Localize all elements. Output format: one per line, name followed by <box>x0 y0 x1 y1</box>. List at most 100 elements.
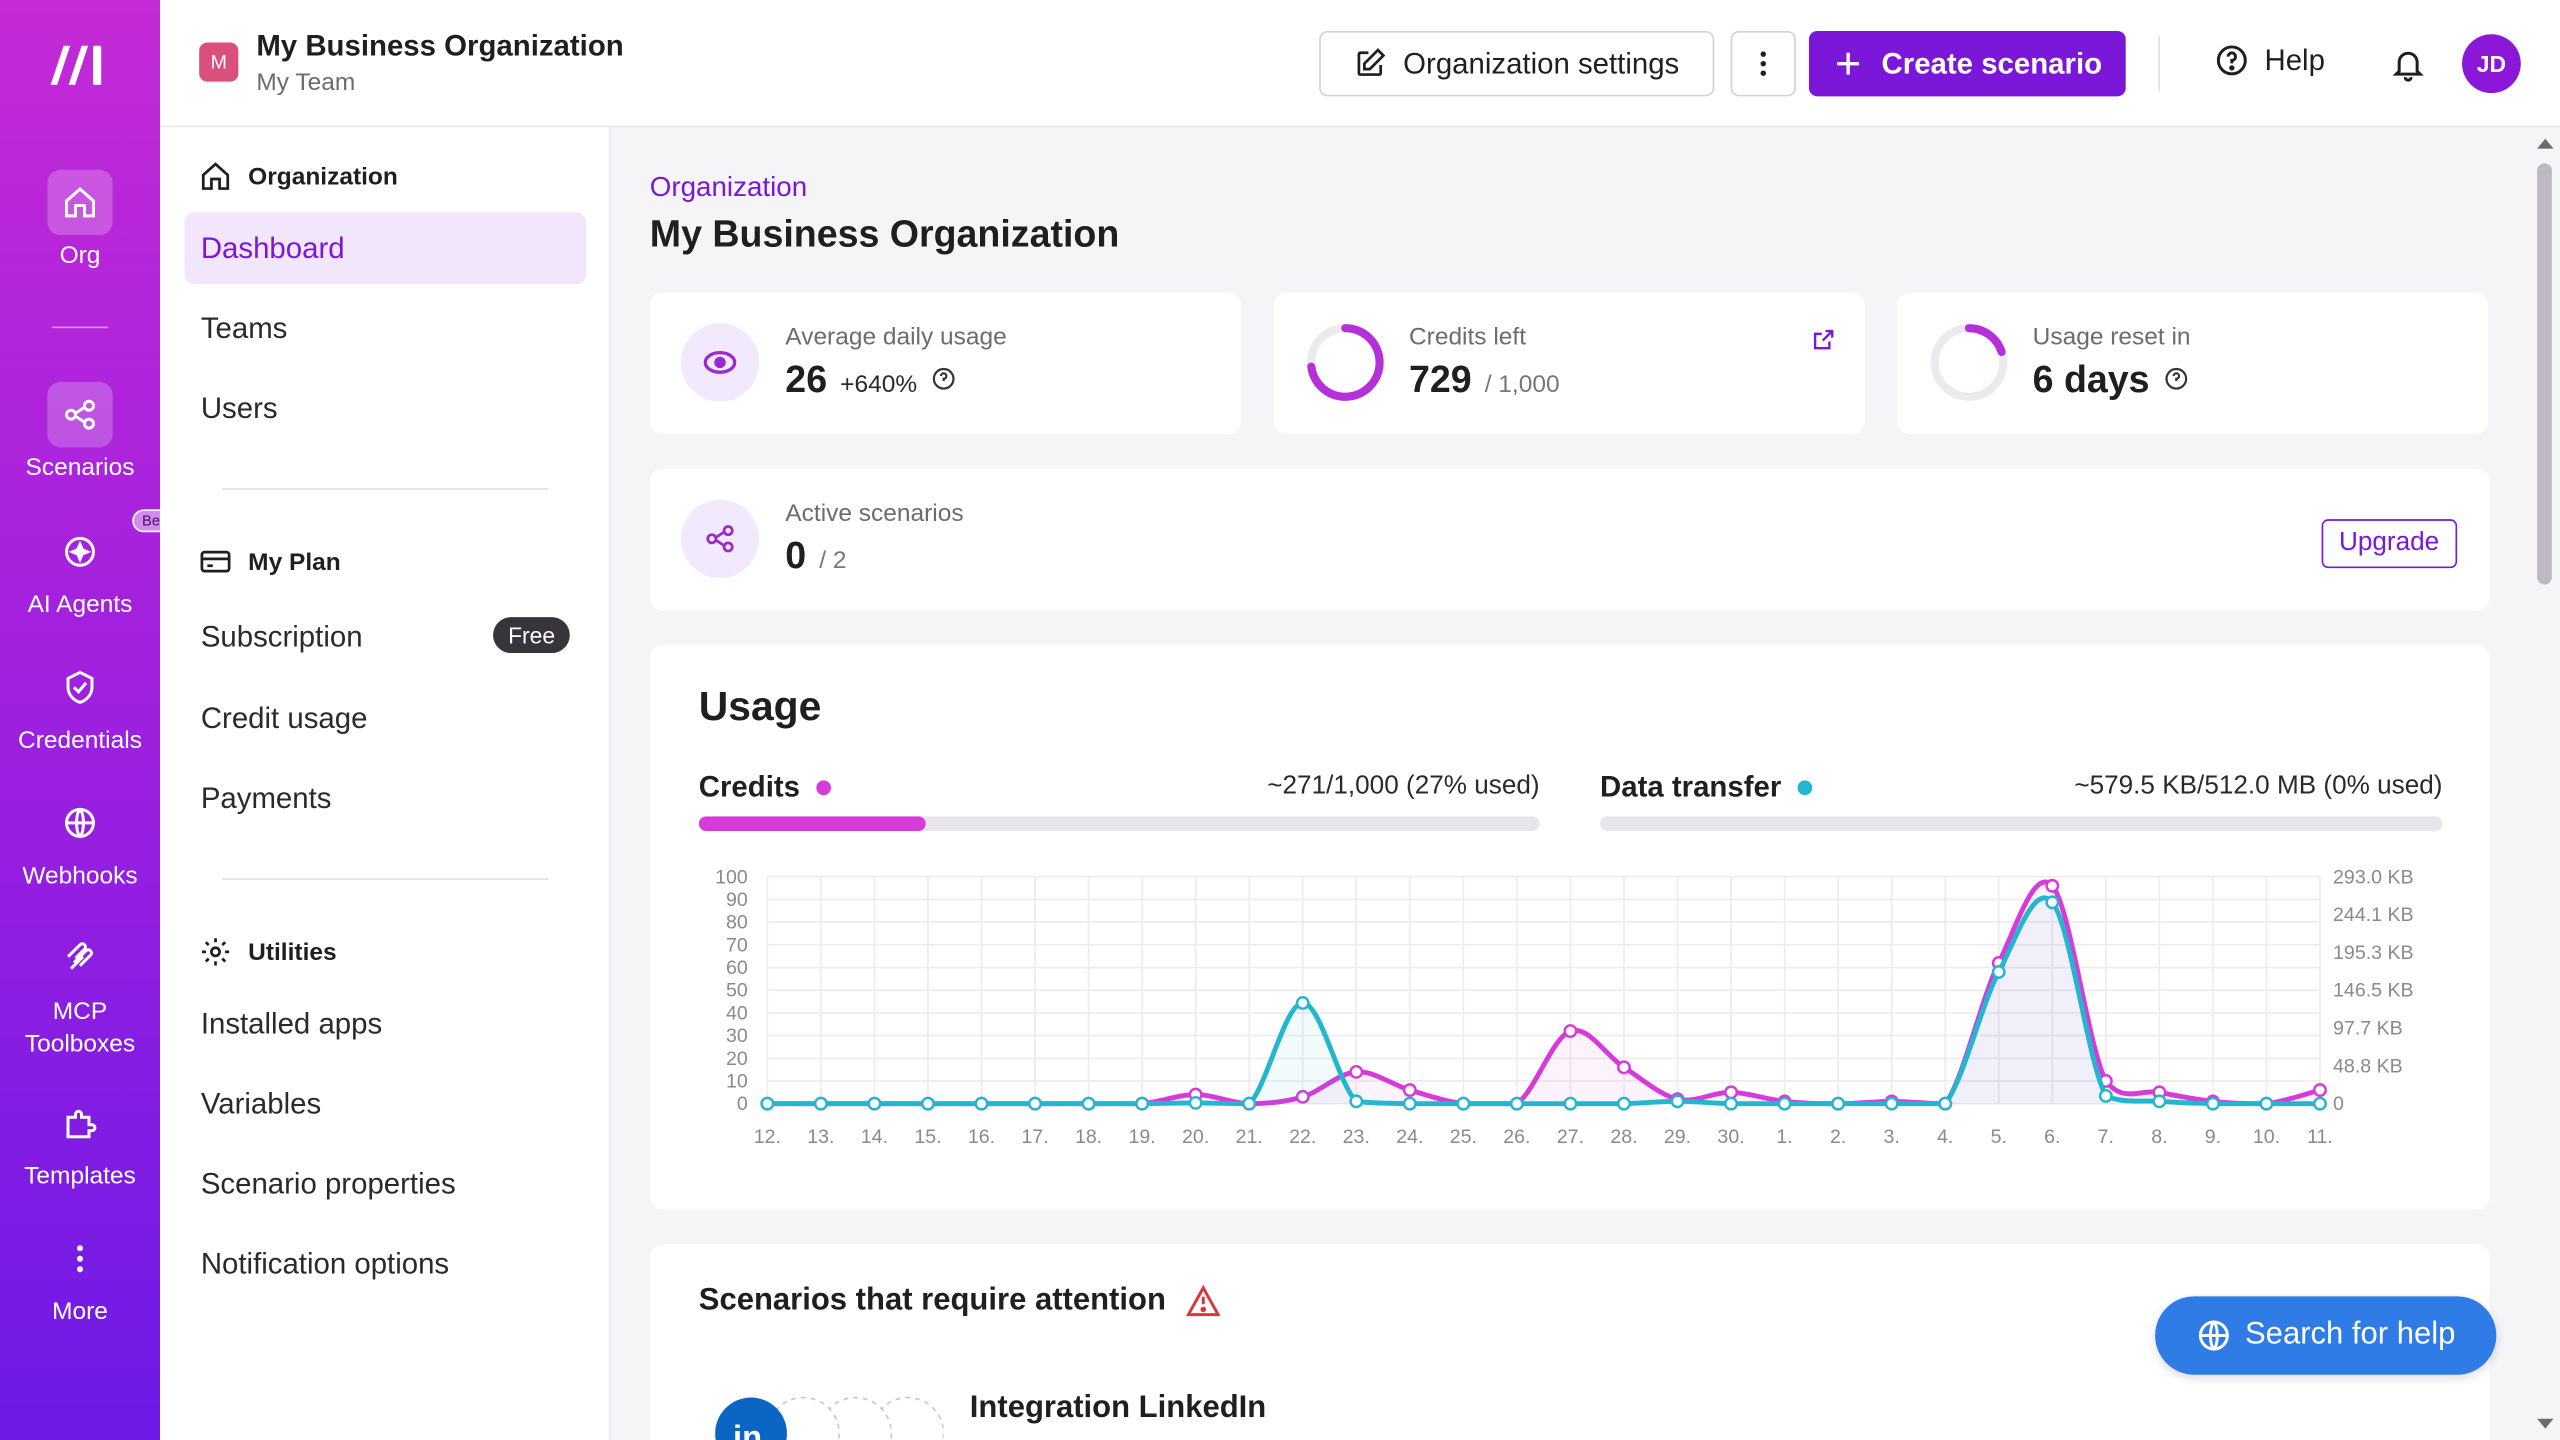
help-button[interactable]: Help <box>2214 42 2325 78</box>
kebab-icon <box>1760 51 1766 76</box>
globe-icon <box>47 790 112 855</box>
rail-item-credentials[interactable]: Credentials <box>0 655 160 754</box>
rail-label: Org <box>59 241 101 270</box>
rail-label: Templates <box>24 1162 136 1191</box>
usage-reset-card: Usage reset in 6 days <box>1897 292 2489 435</box>
attention-title-label: Scenarios that require attention <box>698 1283 1166 1318</box>
user-avatar[interactable]: JD <box>2462 34 2521 94</box>
globe-icon <box>2199 1320 2229 1352</box>
subnav-item-payments[interactable]: Payments <box>200 781 332 814</box>
data-point <box>1349 1094 1364 1109</box>
stat-value: 0 / 2 <box>785 534 846 578</box>
rail-item-ai-agents[interactable]: Beta AI Agents <box>0 509 183 619</box>
subnav-item-dashboard[interactable]: Dashboard <box>184 212 587 285</box>
data-point <box>2045 878 2060 893</box>
subnav-item-variables[interactable]: Variables <box>200 1086 322 1120</box>
rail-item-org[interactable]: Org <box>0 169 160 270</box>
x-tick-label: 18. <box>1075 1126 1102 1148</box>
series-area <box>767 881 2320 1104</box>
bell-icon[interactable] <box>2390 44 2426 83</box>
team-name[interactable]: My Team <box>256 68 356 97</box>
data-point <box>1028 1096 1042 1111</box>
breadcrumb[interactable]: Organization <box>649 171 808 203</box>
scrollbar[interactable] <box>2530 127 2560 1440</box>
subnav-item-teams[interactable]: Teams <box>200 311 288 344</box>
more-options-button[interactable] <box>1730 31 1796 97</box>
y-right-tick-label: 293.0 KB <box>2333 866 2414 888</box>
scenario-name[interactable]: Integration LinkedIn <box>969 1391 1267 1426</box>
x-tick-label: 15. <box>914 1126 941 1148</box>
subnav-item-installed-apps[interactable]: Installed apps <box>200 1006 383 1040</box>
plan-badge: Free <box>493 617 570 654</box>
data-point <box>2205 1096 2220 1111</box>
x-tick-label: 3. <box>1884 1126 1900 1148</box>
credits-legend[interactable]: Credits <box>699 771 832 805</box>
create-scenario-button[interactable]: Create scenario <box>1808 31 2126 97</box>
help-circle-icon[interactable] <box>2163 366 2189 392</box>
external-link-icon[interactable] <box>1812 328 1835 351</box>
credits-dot <box>816 780 832 796</box>
rail-item-templates[interactable]: Templates <box>0 1091 160 1191</box>
data-point <box>1295 1089 1310 1104</box>
y-left-tick-label: 40 <box>726 1002 748 1024</box>
x-tick-label: 8. <box>2151 1126 2167 1148</box>
data-point <box>1188 1095 1203 1110</box>
main-rail: Org Scenarios Beta AI Agents Credentials <box>0 0 183 1440</box>
rail-item-mcp-toolboxes[interactable]: MCP Toolboxes <box>0 924 160 1061</box>
x-tick-label: 24. <box>1396 1126 1423 1148</box>
rail-item-more[interactable]: More <box>0 1226 160 1326</box>
org-name[interactable]: My Business Organization <box>256 29 624 63</box>
x-tick-label: 11. <box>2307 1126 2333 1148</box>
y-right-tick-label: 146.5 KB <box>2333 980 2414 1002</box>
stat-value: 26 +640% <box>785 358 956 402</box>
y-right-tick-label: 244.1 KB <box>2333 904 2414 926</box>
data-point <box>1242 1096 1257 1111</box>
data-point <box>2259 1096 2274 1111</box>
gear-icon <box>201 938 230 966</box>
data-point <box>1617 1060 1631 1075</box>
data-point <box>2045 895 2060 910</box>
data-transfer-legend-label: Data transfer <box>1599 770 1782 804</box>
scroll-thumb[interactable] <box>2537 163 2552 585</box>
make-logo-icon[interactable] <box>47 42 112 88</box>
kebab-icon <box>47 1226 112 1291</box>
data-transfer-legend[interactable]: Data transfer <box>1599 770 1813 805</box>
x-tick-label: 9. <box>2205 1126 2221 1148</box>
svg-text:in: in <box>733 1418 762 1440</box>
x-tick-label: 22. <box>1289 1126 1316 1148</box>
subnav-item-subscription[interactable]: Subscription Free <box>184 601 586 673</box>
x-tick-label: 17. <box>1021 1126 1048 1148</box>
subnav-item-notification-options[interactable]: Notification options <box>200 1246 450 1280</box>
x-tick-label: 16. <box>968 1126 995 1148</box>
x-tick-label: 30. <box>1717 1126 1744 1148</box>
subnav-item-credit-usage[interactable]: Credit usage <box>200 701 368 734</box>
sub-navigation: Organization Dashboard Teams Users My Pl… <box>159 127 611 1440</box>
rail-item-scenarios[interactable]: Scenarios <box>0 382 160 482</box>
help-circle-icon[interactable] <box>930 366 956 392</box>
scroll-up-icon[interactable] <box>2537 137 2554 150</box>
rail-label: Scenarios <box>25 453 135 482</box>
usage-title: Usage <box>698 684 822 730</box>
search-for-help-button[interactable]: Search for help <box>2155 1296 2497 1375</box>
section-heading-label: My Plan <box>248 547 341 576</box>
stat-label: Average daily usage <box>785 323 1007 352</box>
attention-card: Scenarios that require attention in Inte… <box>649 1244 2490 1440</box>
data-point <box>1724 1085 1738 1100</box>
org-avatar[interactable]: M <box>199 42 239 82</box>
upgrade-button[interactable]: Upgrade <box>2321 519 2458 569</box>
data-point <box>1831 1096 1846 1111</box>
x-tick-label: 4. <box>1937 1126 1953 1148</box>
subnav-item-scenario-properties[interactable]: Scenario properties <box>200 1166 456 1200</box>
plus-icon <box>1838 52 1860 75</box>
create-scenario-label: Create scenario <box>1881 46 2103 80</box>
rail-item-webhooks[interactable]: Webhooks <box>0 790 160 890</box>
rail-label: AI Agents <box>27 591 133 619</box>
organization-settings-button[interactable]: Organization settings <box>1319 31 1715 97</box>
x-tick-label: 6. <box>2044 1126 2060 1148</box>
data-point <box>1295 996 1310 1010</box>
subnav-item-users[interactable]: Users <box>200 391 278 424</box>
subnav-item-label: Subscription <box>200 619 363 653</box>
average-daily-usage-card: Average daily usage 26 +640% <box>649 292 1241 435</box>
data-point <box>1081 1096 1096 1111</box>
scroll-down-icon[interactable] <box>2537 1417 2554 1430</box>
